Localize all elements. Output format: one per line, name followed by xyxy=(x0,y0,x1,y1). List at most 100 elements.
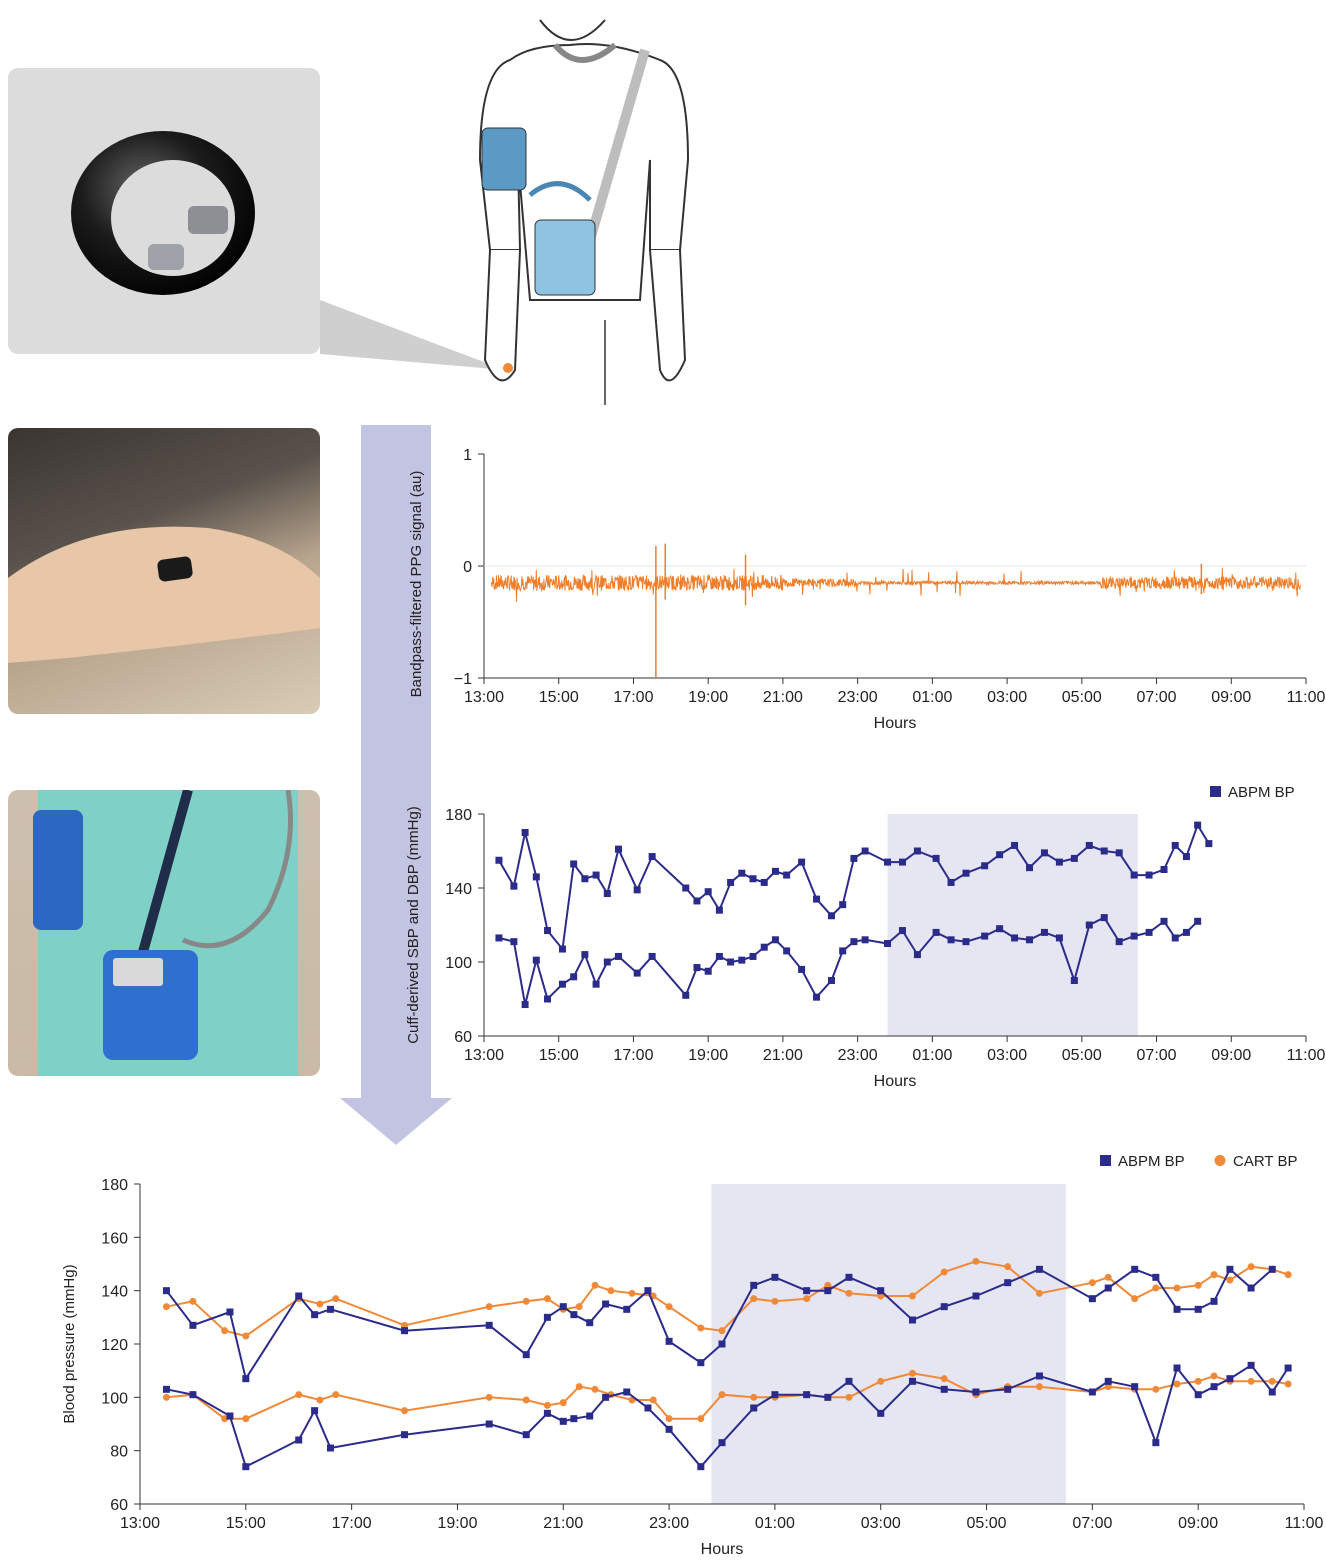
abpm-dbp-point xyxy=(947,936,955,944)
abpm-dbp-point xyxy=(581,951,589,959)
abpm-dbp-point xyxy=(1004,1385,1012,1393)
abpm-sbp-point xyxy=(1210,1297,1218,1305)
cart-sbp-point xyxy=(607,1287,615,1295)
abpm-sbp-point xyxy=(1035,1265,1043,1273)
abpm-sbp-point xyxy=(1130,871,1138,879)
abpm-sbp-point xyxy=(972,1292,980,1300)
x-tick-label: 09:00 xyxy=(1211,1047,1251,1064)
abpm-sbp-point xyxy=(962,869,970,877)
abpm-sbp-point xyxy=(623,1305,631,1313)
abpm-sbp-point xyxy=(242,1375,250,1383)
abpm-dbp-point xyxy=(1131,1383,1139,1391)
abpm-sbp-point xyxy=(1171,841,1179,849)
x-tick-label: 07:00 xyxy=(1072,1515,1112,1532)
abpm-sbp-point xyxy=(189,1321,197,1329)
abpm-dbp-point xyxy=(771,936,779,944)
abpm-sbp-point xyxy=(839,901,847,909)
legend-abpm-swatch xyxy=(1100,1155,1111,1166)
abpm-sbp-point xyxy=(803,1287,811,1295)
abpm-sbp-point xyxy=(850,854,858,862)
cart-sbp-point xyxy=(908,1292,916,1300)
cart-sbp-point xyxy=(665,1303,673,1311)
ppg-signal-line xyxy=(491,567,1301,603)
abpm-sbp-point xyxy=(682,884,690,892)
abpm-sbp-point xyxy=(1194,821,1202,829)
x-tick-label: 15:00 xyxy=(539,689,579,706)
x-tick-label: 19:00 xyxy=(688,1047,728,1064)
abpm-sbp-point xyxy=(884,858,892,866)
abpm-dbp-point xyxy=(1171,934,1179,942)
abpm-dbp-point xyxy=(522,1431,530,1439)
abpm-sbp-point xyxy=(586,1319,594,1327)
abpm-sbp-point xyxy=(750,1281,758,1289)
x-tick-label: 23:00 xyxy=(838,1047,878,1064)
cart-dbp-point xyxy=(908,1369,916,1377)
abpm-dbp-point xyxy=(1040,928,1048,936)
cart-sbp-point xyxy=(591,1281,599,1289)
abpm-dbp-point xyxy=(861,936,869,944)
abpm-sbp-point xyxy=(1194,1305,1202,1313)
abpm-dbp-point xyxy=(1145,928,1153,936)
y-tick-label: 60 xyxy=(454,1029,472,1046)
cart-dbp-point xyxy=(1284,1380,1292,1388)
abpm-dbp-point xyxy=(242,1463,250,1471)
abpm-sbp-point xyxy=(798,858,806,866)
x-tick-label: 19:00 xyxy=(688,689,728,706)
cart-sbp-point xyxy=(1088,1279,1096,1287)
cart-sbp-point xyxy=(543,1295,551,1303)
x-tick-label: 03:00 xyxy=(987,689,1027,706)
abpm-sbp-point xyxy=(913,847,921,855)
cart-dbp-point xyxy=(221,1415,229,1423)
abpm-sbp-point xyxy=(1055,858,1063,866)
abpm-dbp-point xyxy=(760,943,768,951)
abpm-sbp-point xyxy=(1085,841,1093,849)
abpm-sbp-point xyxy=(648,853,656,861)
abpm-sbp-point xyxy=(704,888,712,896)
abpm-dbp-point xyxy=(972,1388,980,1396)
x-tick-label: 09:00 xyxy=(1211,689,1251,706)
x-tick-label: 03:00 xyxy=(987,1047,1027,1064)
x-tick-label: 07:00 xyxy=(1137,1047,1177,1064)
abpm-dbp-point xyxy=(633,969,641,977)
cart-sbp-point xyxy=(1035,1289,1043,1297)
abpm-dbp-line xyxy=(166,1363,1289,1469)
y-tick-label: 160 xyxy=(101,1230,128,1247)
abpm-dbp-point xyxy=(570,973,578,981)
abpm-dbp-point xyxy=(543,1409,551,1417)
y-tick-label: 100 xyxy=(445,955,472,972)
cart-dbp-point xyxy=(1194,1377,1202,1385)
abpm-dbp-point xyxy=(1130,932,1138,940)
abpm-sbp-point xyxy=(861,847,869,855)
y-axis-label: Cuff-derived SBP and DBP (mmHg) xyxy=(405,806,422,1044)
abpm-dbp-point xyxy=(750,1404,758,1412)
abpm-dbp-point xyxy=(586,1412,594,1420)
cart-dbp-point xyxy=(543,1401,551,1409)
ppg-signal-chart: 13:00 15:00 17:00 19:00 21:00 23:00 01:00 03:00… xyxy=(408,447,1326,732)
workflow-arrow xyxy=(340,425,452,1145)
abpm-sbp-point xyxy=(932,854,940,862)
abpm-sbp-point xyxy=(532,873,540,881)
abpm-sbp-point xyxy=(1173,1305,1181,1313)
cart-sbp-point xyxy=(1194,1281,1202,1289)
cart-sbp-point xyxy=(877,1292,885,1300)
night-shade xyxy=(711,1184,1066,1504)
cart-dbp-point xyxy=(940,1375,948,1383)
abpm-sbp-point xyxy=(760,878,768,886)
abpm-dbp-point xyxy=(592,980,600,988)
x-tick-label: 01:00 xyxy=(755,1515,795,1532)
x-tick-label: 03:00 xyxy=(861,1515,901,1532)
abpm-sbp-point xyxy=(522,1351,530,1359)
abpm-dbp-point xyxy=(510,938,518,946)
abpm-dbp-point xyxy=(913,951,921,959)
abpm-dbp-point xyxy=(1100,914,1108,922)
night-shade xyxy=(887,814,1138,1036)
cart-sbp-point xyxy=(189,1297,197,1305)
abpm-sbp-point xyxy=(783,871,791,879)
y-tick-label: 180 xyxy=(101,1177,128,1194)
legend-cart-swatch xyxy=(1214,1155,1226,1166)
abpm-dbp-point xyxy=(884,940,892,947)
abpm-dbp-point xyxy=(727,958,735,966)
y-tick-label: 140 xyxy=(101,1284,128,1301)
cart-dbp-point xyxy=(316,1396,324,1404)
cart-dbp-point xyxy=(1247,1377,1255,1385)
